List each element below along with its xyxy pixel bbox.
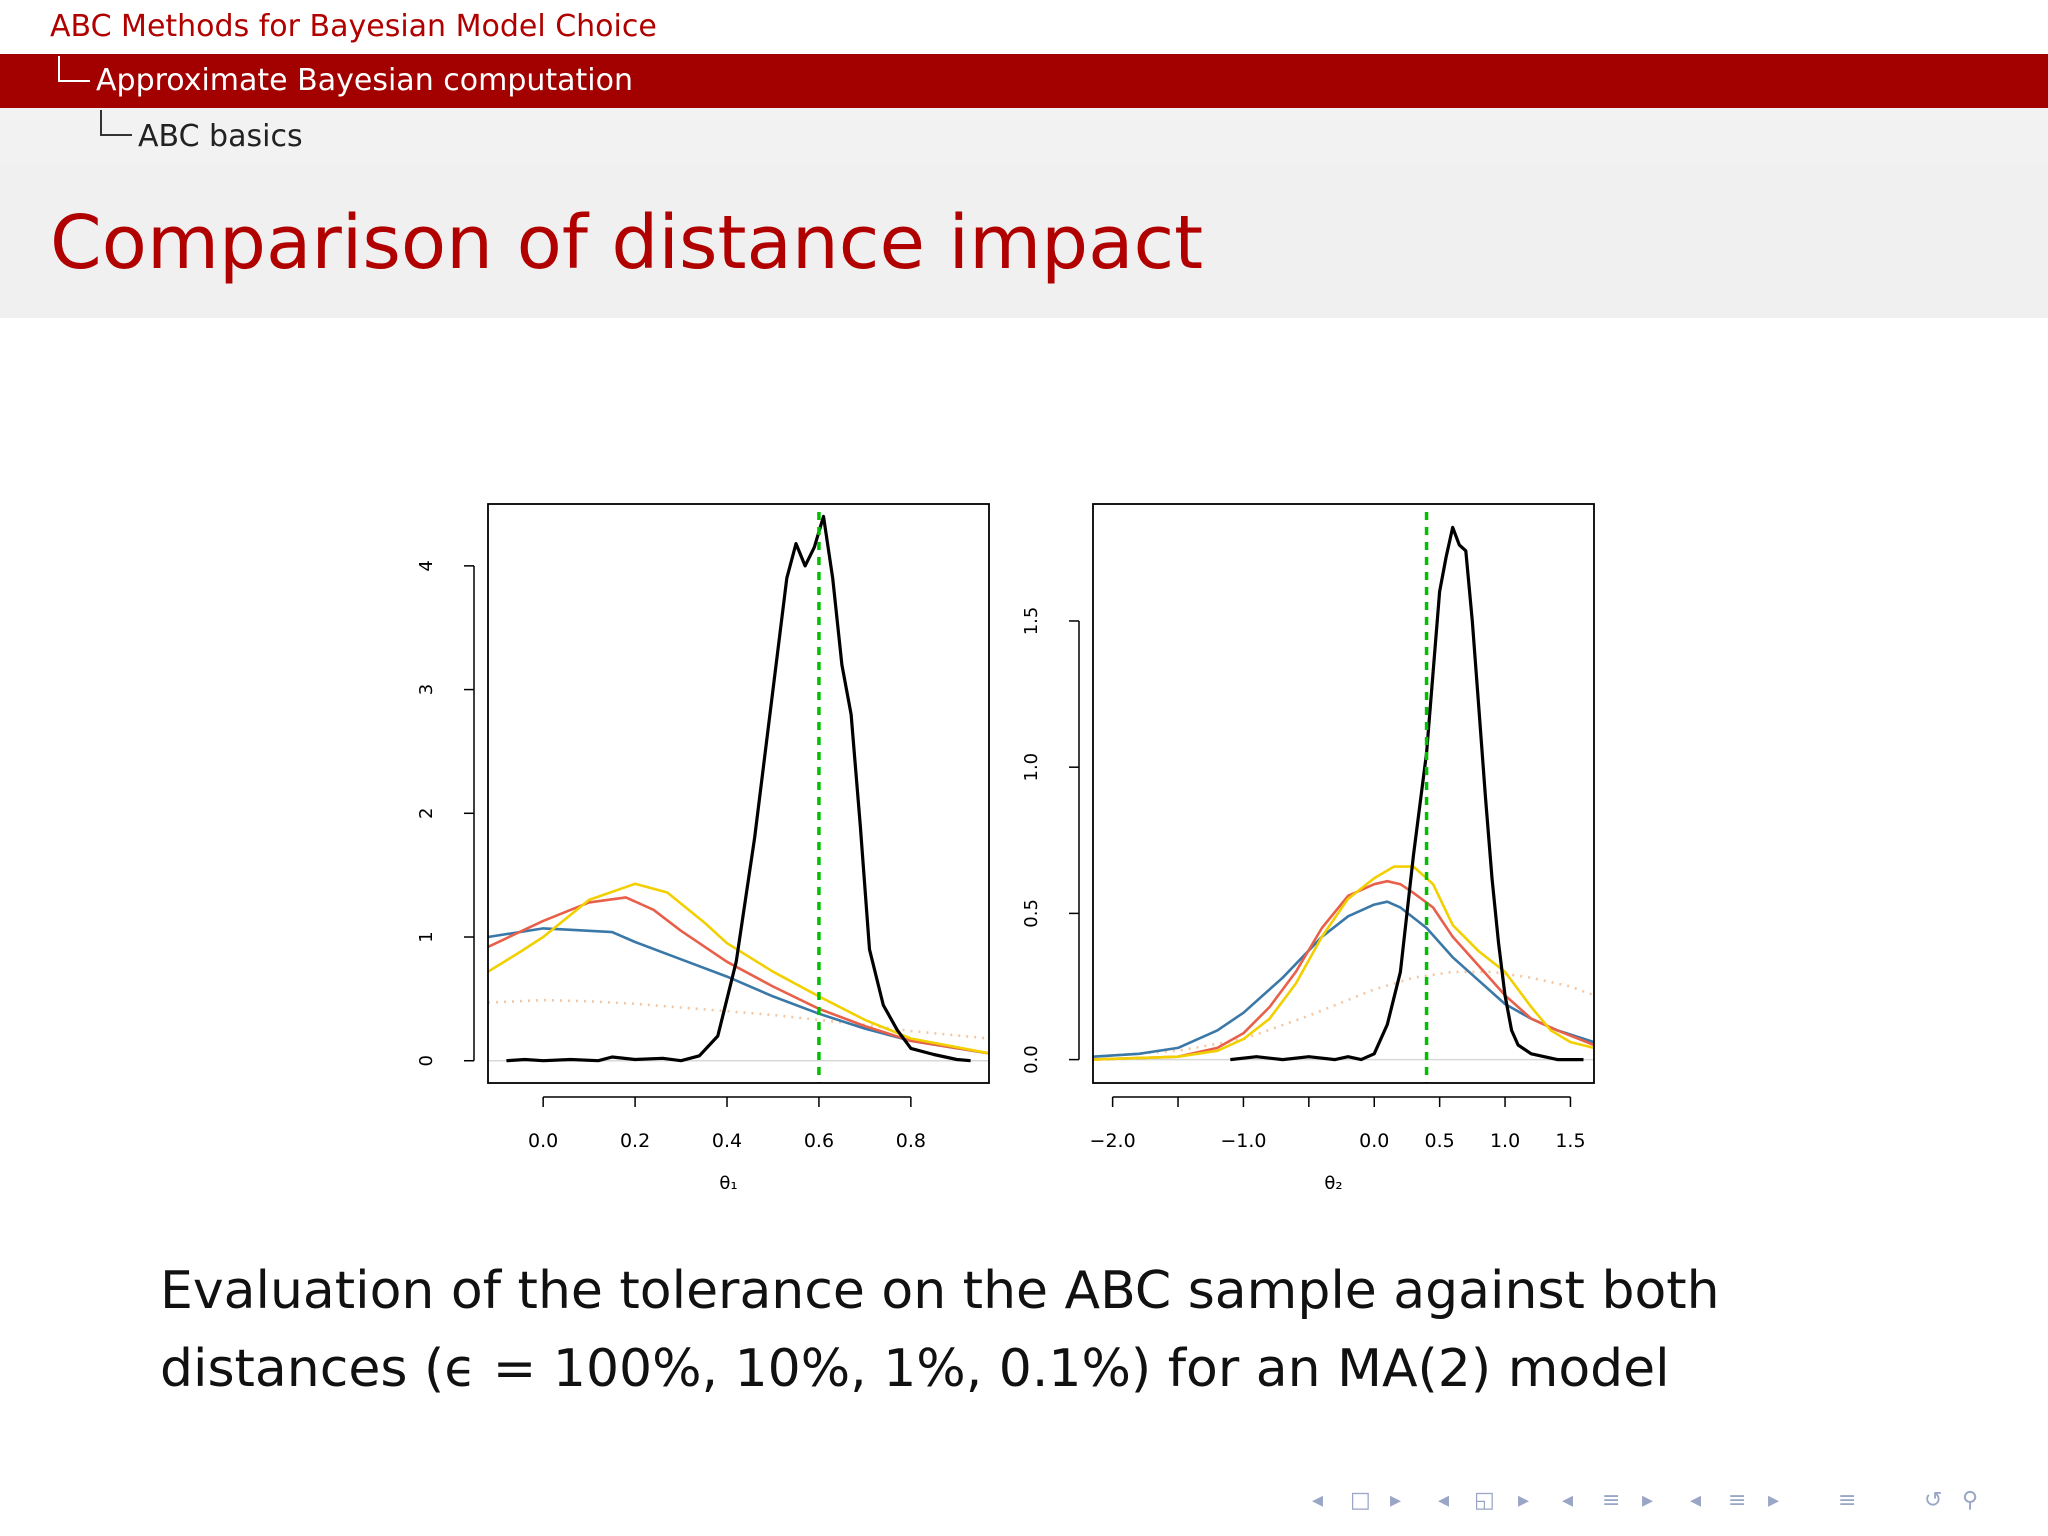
chart2-x-tick-label: −1.0: [1220, 1130, 1266, 1152]
chart1-y-tick-label: 2: [416, 808, 437, 819]
nav-subsection-icon[interactable]: ◱: [1474, 1488, 1495, 1513]
chart1-x-tick-label: 0.2: [620, 1130, 650, 1152]
nav-right-arrow-icon[interactable]: ▸: [1768, 1488, 1780, 1513]
chart1-x-tick-label: 0.8: [896, 1130, 926, 1152]
chart1-x-tick-label: 0.6: [804, 1130, 834, 1152]
chart2-x-tick-label: 0.0: [1359, 1130, 1389, 1152]
chart1-y-tick-label: 4: [416, 560, 437, 571]
header-subsubsection-bar: [0, 108, 2048, 164]
chart2-series-exact: [1230, 525, 1584, 1062]
breadcrumb-subsection[interactable]: Approximate Bayesian computation: [96, 63, 633, 98]
chart1-y-tick-label: 3: [416, 684, 437, 695]
chart1-y-tick-label: 1: [416, 931, 437, 942]
nav-left-arrow-icon[interactable]: ◂: [1690, 1488, 1702, 1513]
chart1-series-eps100: [487, 998, 990, 1040]
nav-frame-icon[interactable]: □: [1350, 1488, 1371, 1513]
chart2-x-tick-label: 1.0: [1490, 1130, 1520, 1152]
header-subsection-bar: [0, 54, 2048, 108]
chart1-x-tick-label: 0.0: [528, 1130, 558, 1152]
nav-left-arrow-icon[interactable]: ◂: [1562, 1488, 1574, 1513]
chart2-series-eps1: [1092, 879, 1595, 1061]
nav-right-arrow-icon[interactable]: ▸: [1642, 1488, 1654, 1513]
chart2-series-eps100: [1092, 970, 1595, 1058]
chart2-x-tick-label: 1.5: [1555, 1130, 1585, 1152]
chart1-x-axis-label: θ₁: [719, 1173, 737, 1194]
tree-connector-icon: [100, 110, 132, 136]
slide-caption: Evaluation of the tolerance on the ABC s…: [160, 1252, 1960, 1408]
nav-right-arrow-icon[interactable]: ▸: [1518, 1488, 1530, 1513]
breadcrumb-subsubsection[interactable]: ABC basics: [138, 119, 303, 154]
chart2-x-tick-label: −2.0: [1090, 1130, 1136, 1152]
chart1-series-eps01: [487, 882, 990, 1055]
slide-title: Comparison of distance impact: [50, 200, 1204, 286]
chart1-x-tick-label: 0.4: [712, 1130, 742, 1152]
chart1-series-eps10: [487, 927, 990, 1055]
caption-line-1: Evaluation of the tolerance on the ABC s…: [160, 1261, 1720, 1321]
chart2-y-tick-label: 1.0: [1021, 753, 1042, 782]
chart2-y-tick-label: 1.5: [1021, 607, 1042, 636]
nav-search-icon[interactable]: ⚲: [1962, 1488, 1979, 1513]
chart2-series-eps01: [1092, 865, 1595, 1061]
nav-document-icon[interactable]: ≡: [1728, 1488, 1747, 1513]
breadcrumb-section[interactable]: ABC Methods for Bayesian Model Choice: [50, 9, 657, 44]
chart2-x-tick-label: 0.5: [1425, 1130, 1455, 1152]
navigation-bar: ◂ □ ▸ ◂ ◱ ▸ ◂ ≡ ▸ ◂ ≡ ▸ ≡ ↺ ⚲: [1312, 1488, 2032, 1524]
header-section-bar: [0, 0, 2048, 54]
nav-left-arrow-icon[interactable]: ◂: [1438, 1488, 1450, 1513]
chart2-x-axis-label: θ₂: [1324, 1173, 1342, 1194]
caption-line-2: distances (ϵ = 100%, 10%, 1%, 0.1%) for …: [160, 1339, 1670, 1399]
nav-outline-icon[interactable]: ≡: [1838, 1488, 1857, 1513]
chart1-y-tick-label: 0: [416, 1055, 437, 1066]
chart2-series-eps10: [1092, 900, 1595, 1058]
tree-connector-icon: [58, 56, 90, 82]
chart2-y-tick-label: 0.0: [1021, 1045, 1042, 1074]
chart2-y-tick-label: 0.5: [1021, 899, 1042, 928]
chart2-plot-frame: [1092, 503, 1595, 1084]
nav-left-arrow-icon[interactable]: ◂: [1312, 1488, 1324, 1513]
nav-back-icon[interactable]: ↺: [1924, 1488, 1943, 1513]
nav-section-icon[interactable]: ≡: [1602, 1488, 1621, 1513]
chart1-plot-frame: [487, 503, 990, 1084]
nav-right-arrow-icon[interactable]: ▸: [1390, 1488, 1402, 1513]
title-bar: [0, 164, 2048, 318]
chart1-series-exact: [506, 514, 971, 1063]
